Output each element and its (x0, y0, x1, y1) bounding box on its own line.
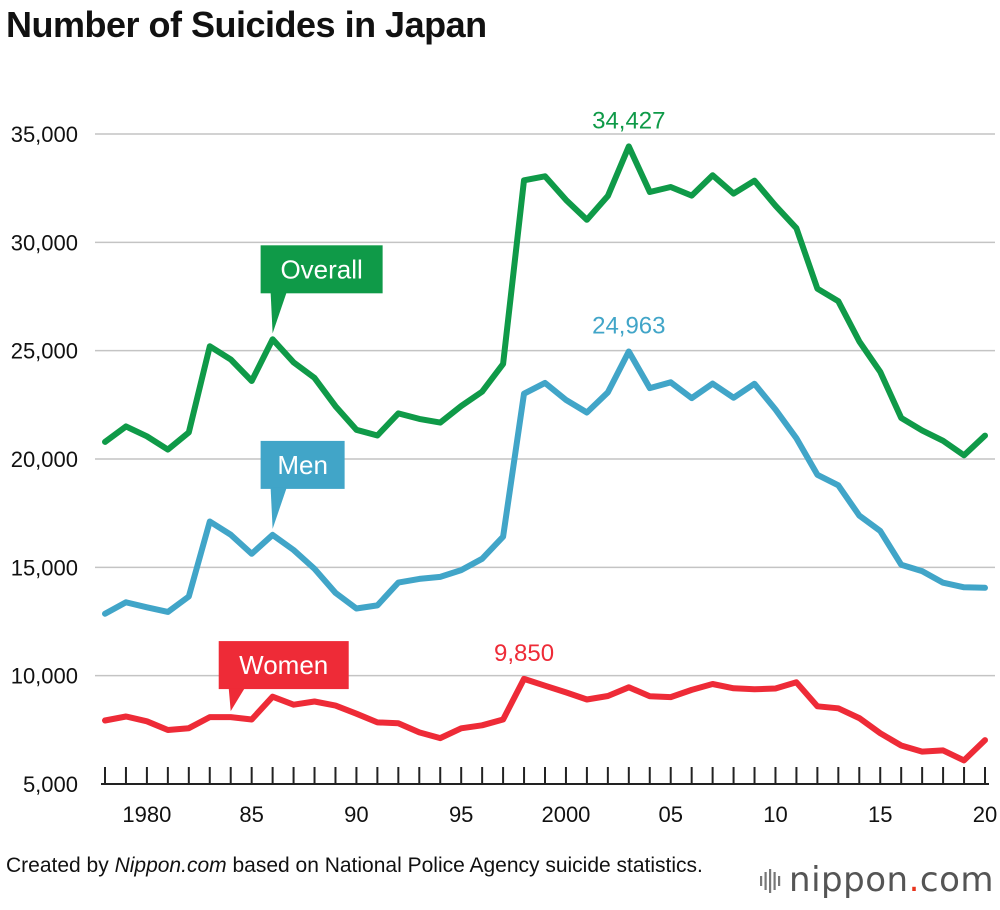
callout-box (260, 440, 345, 489)
callout-box (218, 641, 349, 690)
callout-pointer (270, 292, 287, 334)
y-tick-label: 20,000 (11, 447, 78, 472)
peak-label-overall: 34,427 (592, 107, 665, 134)
x-tick-label: 1980 (122, 802, 171, 827)
x-tick-label: 15 (868, 802, 892, 827)
y-axis: 5,000 10,000 15,000 20,000 25,000 30,000 35,00… (11, 122, 78, 797)
series-line-overall (102, 143, 988, 459)
brand-name: nippon (789, 860, 909, 900)
y-tick-label: 5,000 (23, 772, 78, 797)
callout-text: Men (277, 450, 328, 480)
callout-pointer (228, 688, 245, 712)
peak-label-women: 9,850 (494, 640, 554, 667)
series-lines (102, 143, 988, 764)
x-tick-label: 95 (449, 802, 473, 827)
series-callouts: Overall Men Women (218, 245, 383, 712)
x-tick-label: 20 (973, 802, 997, 827)
brand-mark-icon (760, 869, 781, 893)
y-tick-label: 35,000 (11, 122, 78, 147)
callout-text: Overall (280, 254, 362, 284)
callout-box (260, 245, 383, 294)
x-tick-label: 2000 (541, 802, 590, 827)
x-tick-label: 05 (658, 802, 682, 827)
credit-suffix: based on National Police Agency suicide … (226, 854, 703, 877)
y-tick-label: 25,000 (11, 339, 78, 364)
chart-title: Number of Suicides in Japan (6, 4, 487, 45)
credit-site: Nippon.com (114, 854, 227, 877)
callout-pointer (270, 487, 287, 529)
x-axis: 1980 85 90 95 2000 05 10 15 20 (101, 767, 997, 827)
brand-dot: . (908, 860, 920, 900)
credit-prefix: Created by (6, 854, 115, 877)
y-tick-label: 10,000 (11, 664, 78, 689)
callout-overall: Overall (260, 245, 383, 334)
nippon-logo: nippon.com (759, 860, 994, 900)
line-chart: 5,000 10,000 15,000 20,000 25,000 30,000 35,00… (11, 107, 998, 827)
x-tick-label: 10 (763, 802, 787, 827)
y-tick-label: 15,000 (11, 555, 78, 580)
series-line-men (102, 348, 988, 617)
brand-tld: com (919, 860, 994, 900)
callout-men: Men (260, 440, 345, 529)
grid-lines (95, 133, 995, 677)
x-tick-label: 90 (344, 802, 368, 827)
peak-labels: 34,427 24,963 9,850 (494, 107, 665, 667)
y-tick-label: 30,000 (11, 230, 78, 255)
callout-text: Women (239, 650, 328, 680)
source-credit: Created by Nippon.com based on National … (6, 853, 766, 878)
callout-women: Women (218, 641, 349, 712)
x-tick-label: 85 (239, 802, 263, 827)
series-line-women (102, 675, 988, 764)
peak-label-men: 24,963 (592, 312, 665, 339)
